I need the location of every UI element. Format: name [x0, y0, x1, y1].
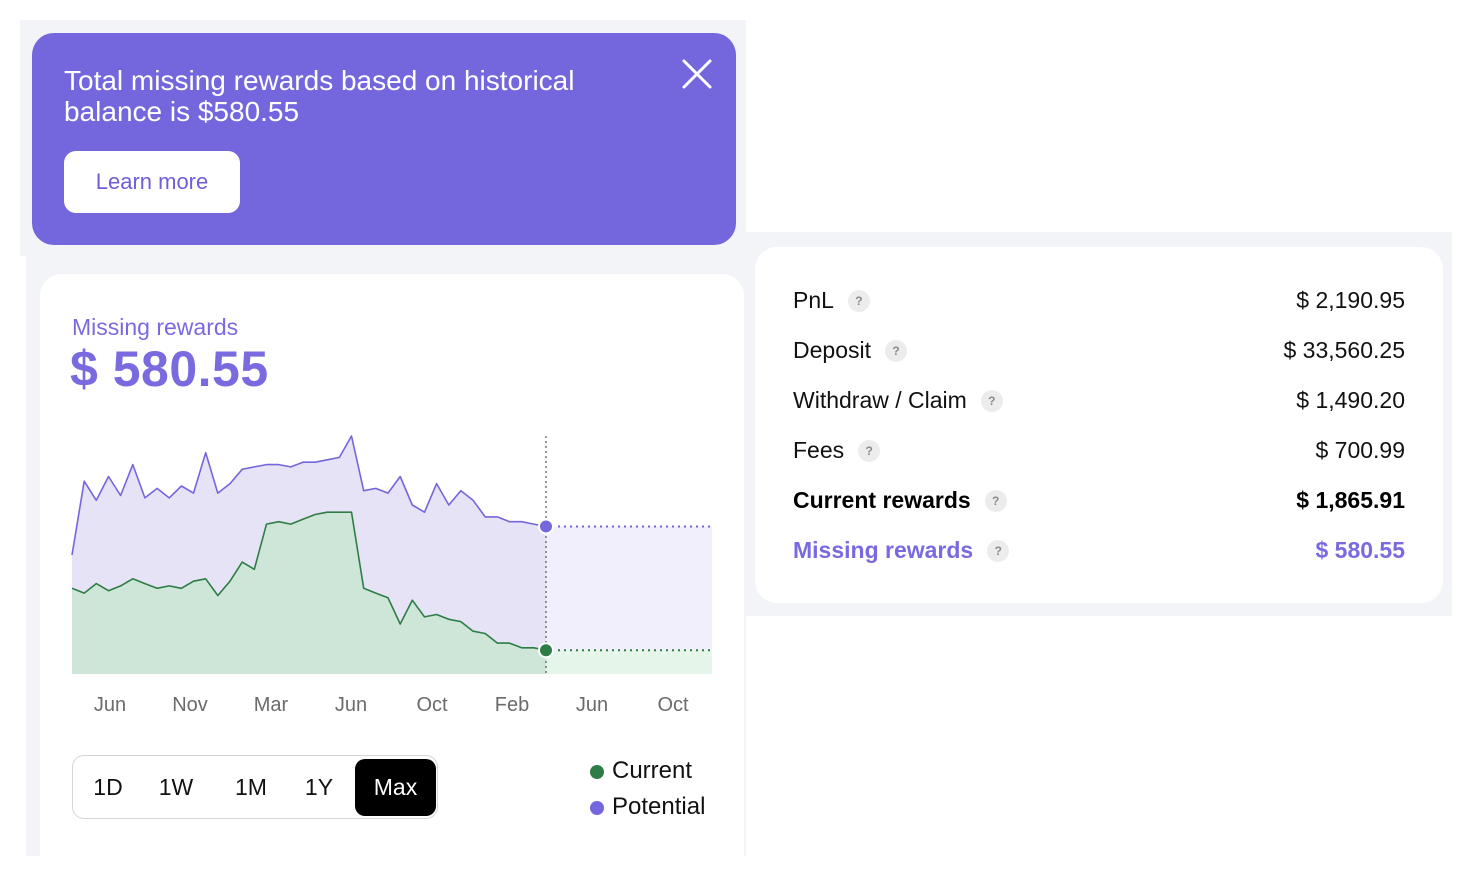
stat-value: $ 700.99: [1315, 437, 1405, 463]
missing-rewards-banner: Total missing rewards based on historica…: [32, 33, 736, 245]
stat-label: Missing rewards?: [793, 537, 1010, 564]
x-tick-label: Jun: [94, 694, 126, 716]
range-button-max[interactable]: Max: [355, 759, 436, 816]
stat-label: Fees?: [793, 437, 881, 464]
range-button-1m[interactable]: 1M: [216, 759, 286, 816]
current-area: [72, 512, 546, 674]
range-button-1y[interactable]: 1Y: [284, 759, 354, 816]
help-icon[interactable]: ?: [980, 390, 1003, 412]
rewards-chart: Jun Nov Mar Jun Oct Feb Jun Oct: [71, 435, 712, 716]
help-icon[interactable]: ?: [987, 540, 1010, 562]
legend-dot: [590, 765, 604, 779]
legend-label: Potential: [612, 793, 706, 820]
x-tick-label: Jun: [576, 694, 608, 716]
stat-label-text: Missing rewards: [793, 537, 974, 563]
close-icon[interactable]: [680, 57, 714, 91]
current-projection-area: [546, 650, 712, 674]
stat-label: Deposit?: [793, 337, 907, 364]
stat-label: Withdraw / Claim?: [793, 387, 1003, 414]
x-tick-label: Oct: [416, 694, 448, 716]
stat-row: Deposit? $ 33,560.25: [793, 337, 1405, 367]
help-icon[interactable]: ?: [847, 290, 870, 312]
stat-row: Fees? $ 700.99: [793, 437, 1405, 467]
stat-row: Missing rewards? $ 580.55: [793, 537, 1405, 567]
stats-card: PnL? $ 2,190.95 Deposit? $ 33,560.25 Withdra…: [755, 247, 1443, 603]
x-tick-label: Oct: [657, 694, 689, 716]
help-icon[interactable]: ?: [884, 340, 907, 362]
potential-point: [538, 518, 554, 535]
range-button-1w[interactable]: 1W: [141, 759, 211, 816]
range-button-1d[interactable]: 1D: [73, 759, 143, 816]
x-tick-label: Feb: [495, 694, 529, 716]
x-tick-label: Nov: [172, 694, 208, 716]
time-range-selector: 1D 1W 1M 1Y Max: [72, 755, 438, 819]
banner-message: Total missing rewards based on historica…: [64, 65, 575, 127]
legend-dot: [590, 801, 604, 815]
stat-value: $ 2,190.95: [1296, 287, 1405, 313]
learn-more-button[interactable]: Learn more: [64, 151, 240, 213]
stat-label-text: Withdraw / Claim: [793, 387, 967, 413]
stat-value: $ 1,490.20: [1296, 387, 1405, 413]
stat-row: Current rewards? $ 1,865.91: [793, 487, 1405, 517]
missing-rewards-value: $ 580.55: [70, 341, 269, 397]
stat-label: Current rewards?: [793, 487, 1007, 514]
stat-row: PnL? $ 2,190.95: [793, 287, 1405, 317]
stat-value: $ 33,560.25: [1283, 337, 1405, 363]
missing-rewards-card: Missing rewards $ 580.55 Jun Nov Mar Jun Oct…: [40, 274, 744, 874]
help-icon[interactable]: ?: [984, 490, 1007, 512]
x-tick-label: Mar: [254, 694, 289, 716]
missing-rewards-label: Missing rewards: [72, 314, 239, 340]
current-point: [538, 642, 554, 659]
stat-label-text: Deposit: [793, 337, 871, 363]
stat-label: PnL?: [793, 287, 870, 314]
legend-label: Current: [612, 757, 693, 784]
stat-label-text: Fees: [793, 437, 845, 463]
stat-row: Withdraw / Claim? $ 1,490.20: [793, 387, 1405, 417]
potential-line: [71, 435, 547, 556]
stat-label-text: PnL: [793, 287, 834, 313]
x-tick-label: Jun: [335, 694, 367, 716]
stat-value: $ 580.55: [1315, 537, 1405, 563]
help-icon[interactable]: ?: [858, 440, 881, 462]
stat-value: $ 1,865.91: [1296, 487, 1405, 513]
stat-label-text: Current rewards: [793, 487, 971, 513]
current-line: [71, 511, 547, 651]
